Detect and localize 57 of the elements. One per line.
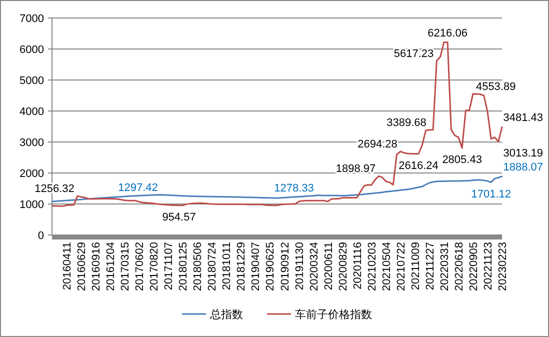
x-tick-label: 20230223 bbox=[497, 242, 509, 291]
x-tick-label: 20160629 bbox=[76, 242, 88, 291]
legend-label: 总指数 bbox=[209, 308, 243, 321]
x-tick-label: 20161204 bbox=[105, 242, 118, 291]
x-tick-label: 20170315 bbox=[120, 242, 132, 291]
y-tick-label: 4000 bbox=[20, 106, 44, 118]
data-label: 2694.28 bbox=[358, 138, 398, 150]
x-tick-label: 20200611 bbox=[322, 242, 335, 290]
x-tick-label: 20170820 bbox=[148, 242, 161, 291]
x-tick-label: 20180506 bbox=[192, 242, 204, 291]
x-tick-label: 20220618 bbox=[453, 242, 466, 291]
data-label: 1888.07 bbox=[503, 161, 543, 174]
data-label: 1701.12 bbox=[471, 188, 511, 200]
y-tick-label: 3000 bbox=[20, 137, 44, 149]
y-tick-label: 0 bbox=[38, 230, 44, 242]
data-label: 2616.24 bbox=[398, 160, 438, 172]
x-tick-label: 20181011 bbox=[221, 242, 234, 290]
x-tick-label: 20190407 bbox=[250, 242, 262, 291]
x-tick-label: 20200324 bbox=[308, 242, 320, 291]
x-tick-label: 20220331 bbox=[438, 242, 451, 291]
x-tick-label: 20160916 bbox=[90, 242, 103, 291]
x-tick-label: 20210203 bbox=[366, 242, 378, 291]
x-tick-label: 20201116 bbox=[352, 242, 364, 290]
data-label: 1898.97 bbox=[336, 163, 376, 176]
data-label: 4553.89 bbox=[476, 80, 516, 93]
y-tick-label: 2000 bbox=[20, 168, 44, 180]
data-label: 1256.32 bbox=[34, 183, 74, 196]
y-tick-label: 1000 bbox=[20, 199, 44, 211]
x-tick-label: 20190625 bbox=[264, 242, 277, 291]
data-label: 954.57 bbox=[162, 211, 196, 224]
x-tick-label: 20211227 bbox=[424, 242, 436, 290]
data-label: 2805.43 bbox=[442, 154, 482, 166]
y-tick-label: 6000 bbox=[20, 44, 44, 56]
x-tick-label: 20221123 bbox=[482, 242, 494, 290]
data-label: 3013.19 bbox=[503, 148, 543, 160]
x-tick-label: 20191130 bbox=[294, 242, 306, 290]
data-label: 1278.33 bbox=[274, 182, 314, 194]
x-tick-label: 20200829 bbox=[337, 242, 350, 291]
data-label: 6216.06 bbox=[428, 27, 468, 40]
y-tick-label: 5000 bbox=[20, 75, 44, 87]
x-tick-label: 20220905 bbox=[468, 242, 480, 291]
data-label: 3481.43 bbox=[503, 112, 543, 124]
legend-label: 车前子价格指数 bbox=[295, 308, 372, 321]
x-tick-label: 20210722 bbox=[395, 242, 408, 291]
data-label: 1297.42 bbox=[118, 182, 158, 194]
x-tick-label: 20160411 bbox=[62, 242, 74, 290]
x-tick-label: 20181229 bbox=[236, 242, 248, 291]
x-tick-label: 20211009 bbox=[410, 242, 422, 290]
x-tick-label: 20180125 bbox=[178, 242, 190, 291]
x-tick-label: 20180724 bbox=[206, 242, 219, 291]
y-tick-label: 7000 bbox=[20, 13, 44, 25]
x-tick-label: 20190912 bbox=[279, 242, 292, 291]
x-tick-label: 20210504 bbox=[380, 242, 393, 291]
x-tick-label: 20171107 bbox=[163, 242, 176, 290]
data-label: 3389.68 bbox=[386, 116, 426, 129]
data-label: 5617.23 bbox=[394, 48, 434, 60]
x-tick-label: 20170602 bbox=[134, 242, 146, 291]
